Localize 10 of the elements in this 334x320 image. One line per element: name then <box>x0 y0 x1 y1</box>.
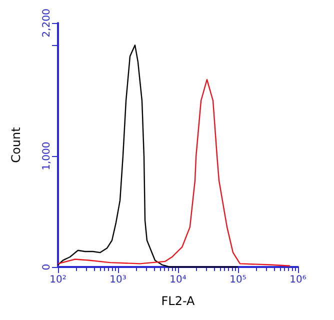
x-tick-label: 10⁴ <box>170 274 186 286</box>
y-tick-label: 0 <box>42 264 52 270</box>
x-axis-title: FL2-A <box>161 294 196 308</box>
x-tick-label: 10² <box>50 274 66 286</box>
x-tick-label: 10³ <box>110 274 126 286</box>
x-tick-label: 10⁵ <box>230 274 246 286</box>
y-tick-label: 1,000 <box>42 142 52 170</box>
y-tick-label: 2,200 <box>42 8 52 38</box>
x-tick-label: 10⁶ <box>290 274 306 286</box>
y-axis-title: Count <box>9 126 23 163</box>
